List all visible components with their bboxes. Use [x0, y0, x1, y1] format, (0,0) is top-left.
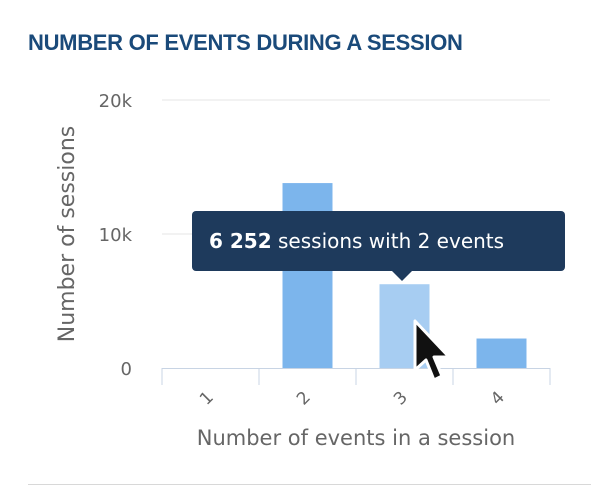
- tooltip-value: 6 252: [209, 229, 272, 253]
- bottom-divider: [28, 484, 591, 485]
- x-tick-label: 2: [293, 388, 315, 410]
- x-tick-label: 4: [487, 388, 509, 410]
- tooltip-arrow: [392, 271, 412, 281]
- y-axis-label: Number of sessions: [55, 126, 80, 342]
- y-tick-label: 20k: [99, 91, 133, 112]
- y-tick-label: 0: [121, 359, 132, 380]
- y-tick-label: 10k: [99, 225, 133, 246]
- x-axis: [161, 368, 551, 385]
- chart-title: NUMBER OF EVENTS DURING A SESSION: [28, 30, 463, 55]
- x-axis-label: Number of events in a session: [197, 426, 515, 450]
- x-axis-ticks: 1 2 3 4: [196, 388, 509, 410]
- tooltip-text: sessions with 2 events: [271, 229, 505, 253]
- bar-4[interactable]: [476, 338, 527, 368]
- x-tick-label: 3: [390, 388, 412, 410]
- x-tick-label: 1: [196, 388, 218, 410]
- tooltip: 6 252 sessions with 2 events: [192, 211, 565, 281]
- y-axis-ticks: 0 10k 20k: [99, 91, 133, 380]
- mouse-pointer-icon: [413, 319, 451, 382]
